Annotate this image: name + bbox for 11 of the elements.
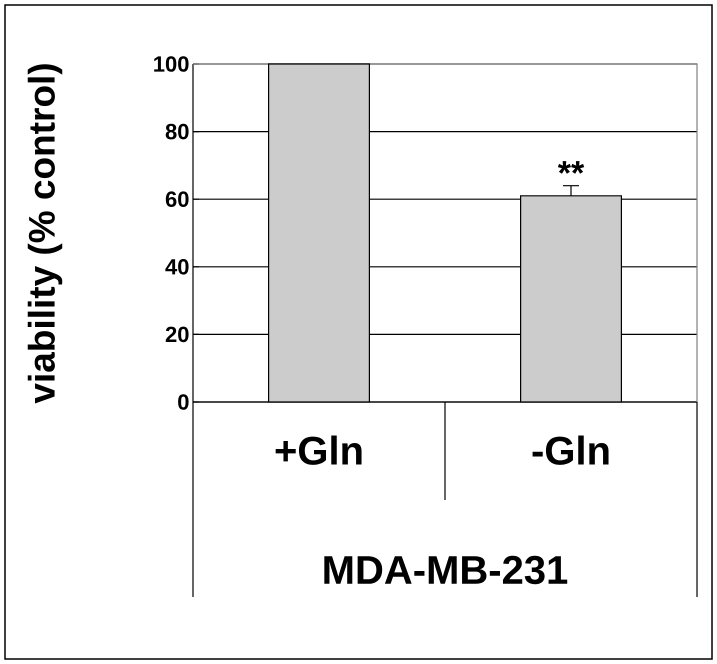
y-tick-label: 60 bbox=[166, 191, 189, 207]
y-axis-title: viability (% control) bbox=[28, 64, 62, 404]
annotation: ** bbox=[558, 161, 584, 174]
x-axis-title: MDA-MB-231 bbox=[324, 556, 568, 584]
y-tick-label: 20 bbox=[166, 326, 189, 342]
x-tick-label: +Gln bbox=[276, 436, 362, 465]
y-tick-label: 0 bbox=[178, 394, 189, 410]
y-tick-label: 40 bbox=[165, 259, 189, 275]
x-tick-label: -Gln bbox=[532, 436, 609, 465]
y-tick-label: 100 bbox=[154, 56, 189, 72]
y-tick-label: 80 bbox=[166, 124, 189, 140]
